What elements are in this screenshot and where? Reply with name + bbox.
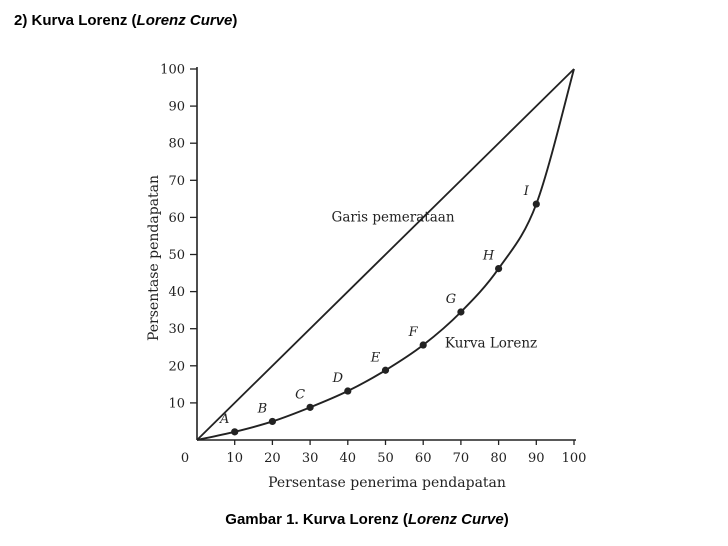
data-point-label: C: [295, 387, 305, 402]
y-tick-label: 40: [168, 285, 185, 300]
data-point-label: H: [482, 249, 495, 264]
x-tick-label: 20: [264, 451, 281, 466]
y-ticks: 10 20 30 40 50 60 70 80 90 100: [160, 63, 197, 411]
x-tick-label: 70: [453, 451, 470, 466]
data-point-label: A: [219, 412, 229, 427]
data-point: [306, 403, 314, 411]
data-point: [457, 308, 465, 316]
data-point: [344, 387, 352, 395]
y-tick-label: 100: [160, 63, 185, 78]
data-point: [231, 428, 239, 436]
data-point-label: D: [332, 371, 344, 386]
data-point-label: F: [408, 325, 419, 340]
y-tick-label: 70: [168, 174, 185, 189]
y-tick-label: 60: [168, 211, 185, 226]
annotation-layer: Garis pemerataan Kurva Lorenz: [332, 209, 538, 351]
x-tick-label: 100: [562, 451, 587, 466]
data-point: [381, 366, 390, 374]
y-tick-label: 20: [168, 359, 185, 374]
data-point-label: I: [523, 184, 530, 199]
x-tick-label: 90: [528, 451, 545, 466]
data-point: [419, 341, 427, 349]
x-tick-label: 80: [490, 451, 507, 466]
figure-caption: Gambar 1. Kurva Lorenz (Lorenz Curve): [0, 511, 728, 528]
data-point-label: G: [446, 292, 456, 307]
series-layer: [196, 68, 575, 441]
data-point: [532, 200, 540, 208]
slide-heading: 2) Kurva Lorenz (Lorenz Curve): [14, 12, 237, 29]
y-tick-label: 80: [168, 137, 185, 152]
x-tick-label: 30: [302, 451, 319, 466]
data-point: [495, 264, 503, 273]
y-tick-label: 10: [168, 396, 185, 411]
equality-line: [196, 68, 575, 441]
chart-annotation: Garis pemerataan: [332, 209, 455, 225]
caption-suffix: ): [503, 511, 509, 528]
x-tick-label: 60: [415, 451, 432, 466]
heading-prefix: 2) Kurva Lorenz (: [14, 12, 137, 29]
heading-italic: Lorenz Curve: [136, 12, 233, 29]
caption-prefix: Gambar 1. Kurva Lorenz (: [225, 511, 408, 528]
data-point-label: B: [257, 401, 268, 416]
caption-italic: Lorenz Curve: [407, 511, 504, 528]
x-tick-label: 50: [377, 451, 394, 466]
lorenz-curve: [196, 68, 575, 441]
chart-annotation: Kurva Lorenz: [445, 336, 537, 352]
y-tick-label: 90: [168, 100, 185, 115]
x-axis-title: Persentase penerima pendapatan: [268, 475, 506, 491]
y-axis-title: Persentase pendapatan: [146, 175, 162, 341]
x-tick-label: 10: [226, 451, 243, 466]
points-layer: A B C D E F G H I: [219, 184, 540, 436]
axes: [196, 67, 576, 441]
heading-suffix: ): [232, 12, 238, 29]
data-point: [268, 417, 276, 426]
x-tick-label: 0: [181, 451, 189, 466]
x-ticks: 0 10 20 30 40 50 60 70 80 90 100: [181, 440, 587, 466]
x-tick-label: 40: [340, 451, 357, 466]
data-point-label: E: [370, 350, 381, 365]
y-tick-label: 50: [168, 248, 185, 263]
y-tick-label: 30: [168, 322, 185, 337]
